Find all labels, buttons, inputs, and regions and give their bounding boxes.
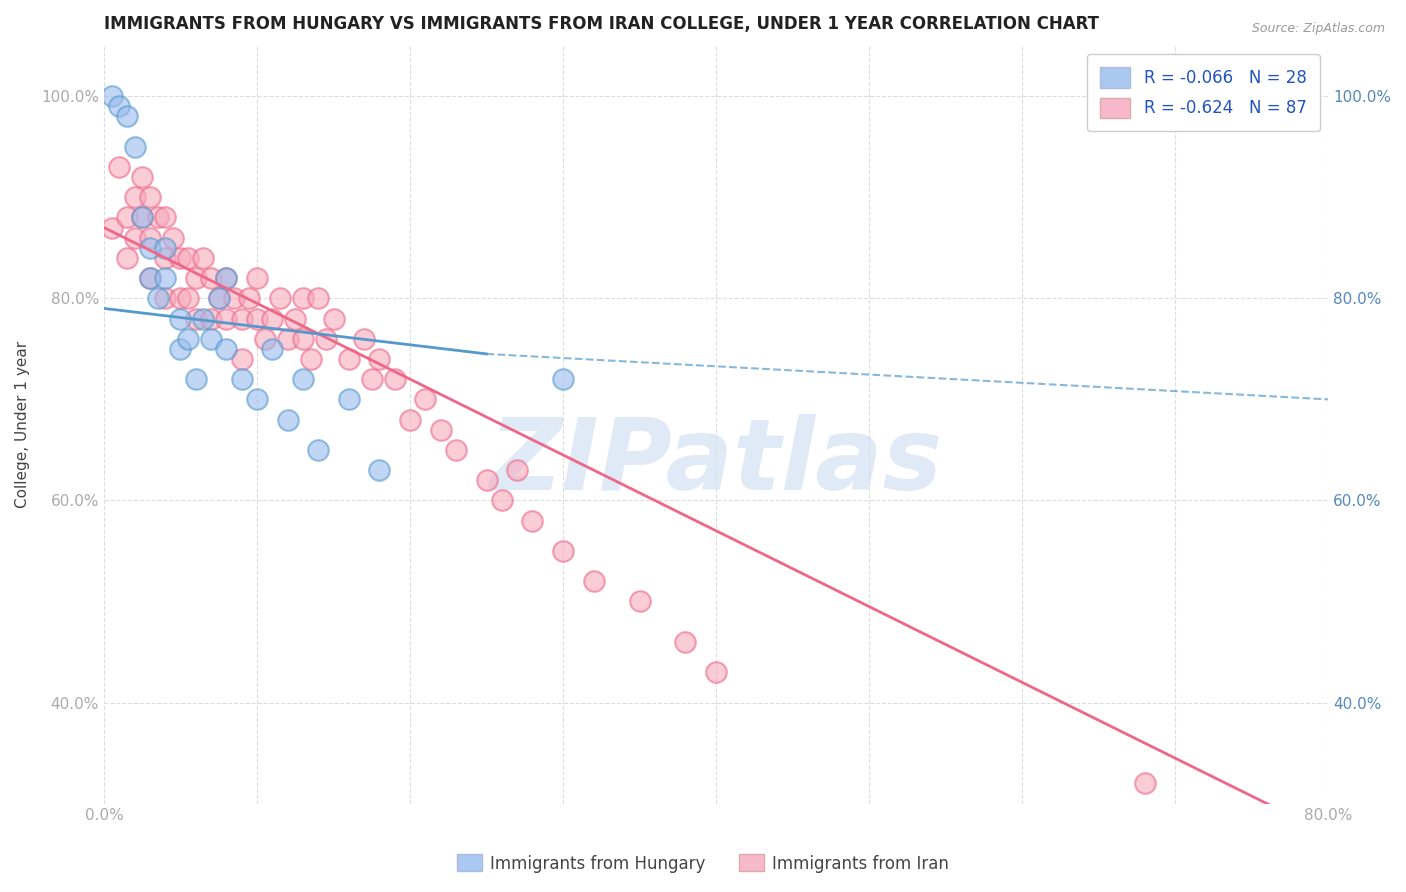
Point bbox=[177, 332, 200, 346]
Point bbox=[1209, 827, 1232, 841]
Point bbox=[291, 332, 314, 346]
Point bbox=[146, 291, 169, 305]
Point bbox=[215, 311, 238, 326]
Point bbox=[360, 372, 382, 386]
Point bbox=[131, 169, 153, 184]
Point bbox=[177, 251, 200, 265]
Point bbox=[444, 442, 467, 457]
Point bbox=[184, 311, 207, 326]
Point bbox=[628, 594, 651, 608]
Point bbox=[153, 251, 176, 265]
Point bbox=[506, 463, 529, 477]
Point bbox=[169, 251, 191, 265]
Point bbox=[200, 311, 222, 326]
Point bbox=[200, 332, 222, 346]
Point bbox=[368, 463, 391, 477]
Point bbox=[115, 110, 138, 124]
Point bbox=[337, 351, 360, 366]
Point bbox=[153, 271, 176, 285]
Point bbox=[177, 291, 200, 305]
Point bbox=[675, 635, 697, 649]
Point bbox=[291, 291, 314, 305]
Point bbox=[429, 423, 451, 437]
Point bbox=[193, 251, 215, 265]
Point bbox=[131, 211, 153, 225]
Text: IMMIGRANTS FROM HUNGARY VS IMMIGRANTS FROM IRAN COLLEGE, UNDER 1 YEAR CORRELATIO: IMMIGRANTS FROM HUNGARY VS IMMIGRANTS FR… bbox=[104, 15, 1099, 33]
Point bbox=[704, 665, 727, 680]
Point bbox=[299, 351, 322, 366]
Point bbox=[100, 89, 122, 103]
Point bbox=[284, 311, 307, 326]
Point bbox=[491, 493, 513, 508]
Point bbox=[208, 291, 231, 305]
Point bbox=[384, 372, 406, 386]
Legend: Immigrants from Hungary, Immigrants from Iran: Immigrants from Hungary, Immigrants from… bbox=[450, 847, 956, 880]
Point bbox=[124, 139, 146, 153]
Point bbox=[200, 271, 222, 285]
Point bbox=[139, 190, 162, 204]
Point bbox=[291, 372, 314, 386]
Point bbox=[139, 230, 162, 244]
Point bbox=[222, 291, 245, 305]
Point bbox=[169, 342, 191, 356]
Point bbox=[139, 241, 162, 255]
Point bbox=[131, 211, 153, 225]
Point bbox=[353, 332, 375, 346]
Point bbox=[215, 342, 238, 356]
Point bbox=[238, 291, 260, 305]
Point bbox=[124, 230, 146, 244]
Point bbox=[522, 514, 544, 528]
Point bbox=[475, 473, 498, 487]
Point bbox=[399, 412, 422, 426]
Point bbox=[153, 241, 176, 255]
Point bbox=[184, 372, 207, 386]
Point bbox=[231, 311, 253, 326]
Point bbox=[115, 211, 138, 225]
Point bbox=[582, 574, 605, 589]
Point bbox=[246, 392, 269, 407]
Point bbox=[124, 190, 146, 204]
Point bbox=[108, 160, 131, 174]
Point bbox=[146, 211, 169, 225]
Point bbox=[315, 332, 337, 346]
Point bbox=[262, 311, 284, 326]
Point bbox=[337, 392, 360, 407]
Point bbox=[277, 412, 299, 426]
Point bbox=[162, 230, 184, 244]
Point bbox=[246, 271, 269, 285]
Point bbox=[169, 311, 191, 326]
Point bbox=[231, 351, 253, 366]
Legend: R = -0.066   N = 28, R = -0.624   N = 87: R = -0.066 N = 28, R = -0.624 N = 87 bbox=[1087, 54, 1320, 131]
Point bbox=[307, 442, 329, 457]
Point bbox=[153, 211, 176, 225]
Point bbox=[169, 291, 191, 305]
Point bbox=[139, 271, 162, 285]
Point bbox=[193, 311, 215, 326]
Point bbox=[368, 351, 391, 366]
Point bbox=[100, 220, 122, 235]
Point bbox=[322, 311, 344, 326]
Point bbox=[215, 271, 238, 285]
Point bbox=[551, 372, 574, 386]
Y-axis label: College, Under 1 year: College, Under 1 year bbox=[15, 341, 30, 508]
Point bbox=[153, 291, 176, 305]
Point bbox=[253, 332, 276, 346]
Point bbox=[1133, 776, 1156, 790]
Point bbox=[184, 271, 207, 285]
Point bbox=[231, 372, 253, 386]
Point bbox=[215, 271, 238, 285]
Text: Source: ZipAtlas.com: Source: ZipAtlas.com bbox=[1251, 22, 1385, 36]
Point bbox=[262, 342, 284, 356]
Text: ZIPatlas: ZIPatlas bbox=[489, 414, 942, 511]
Point bbox=[108, 99, 131, 113]
Point bbox=[139, 271, 162, 285]
Point bbox=[307, 291, 329, 305]
Point bbox=[246, 311, 269, 326]
Point bbox=[115, 251, 138, 265]
Point bbox=[269, 291, 291, 305]
Point bbox=[208, 291, 231, 305]
Point bbox=[277, 332, 299, 346]
Point bbox=[551, 544, 574, 558]
Point bbox=[415, 392, 437, 407]
